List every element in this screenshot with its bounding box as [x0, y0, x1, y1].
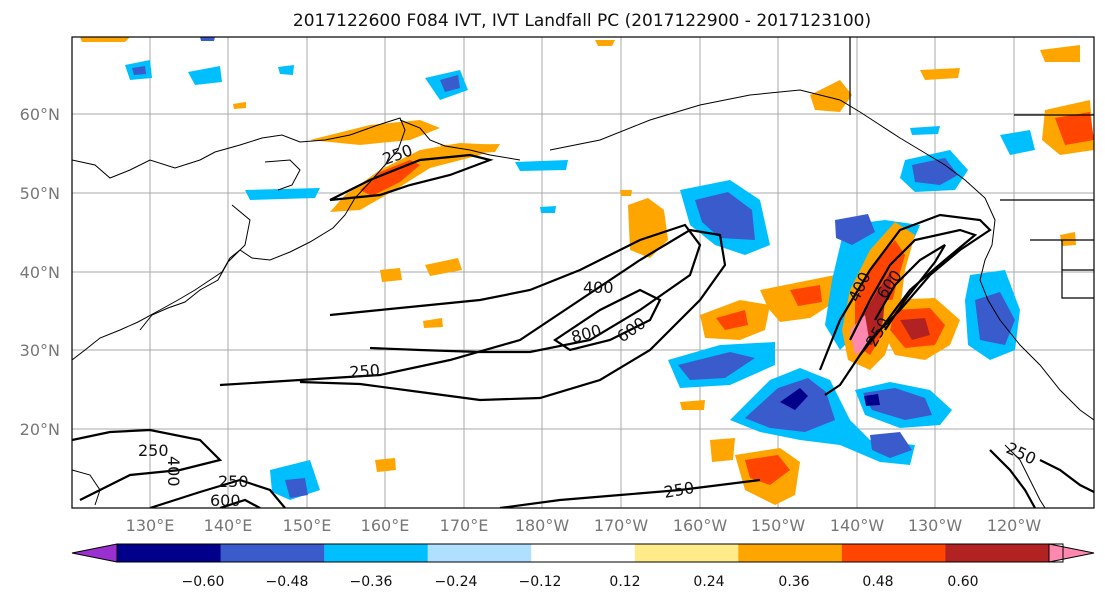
- contour-label: 250: [349, 360, 381, 382]
- colorbar-tick-label: 0.48: [862, 574, 893, 590]
- colorbar-frame: [116, 543, 1064, 563]
- lon-label: 150°W: [751, 516, 806, 535]
- lon-label: 130°E: [126, 516, 175, 535]
- contour-label: 250: [218, 472, 249, 491]
- lon-label: 170°W: [594, 516, 649, 535]
- lat-label: 40°N: [20, 263, 60, 282]
- map-area: [72, 37, 1094, 508]
- colorbar-segment: [427, 544, 532, 562]
- colorbar-tick-label: 0.24: [693, 574, 724, 590]
- lon-label: 140°E: [204, 516, 253, 535]
- colorbar-segment: [531, 544, 636, 562]
- lon-label: 140°W: [830, 516, 885, 535]
- map-frame: [71, 36, 1095, 509]
- colorbar-tick-label: 0.12: [609, 574, 640, 590]
- lon-label: 170°E: [440, 516, 489, 535]
- lat-label: 60°N: [20, 105, 60, 124]
- colorbar-segment: [220, 544, 325, 562]
- colorbar-tick-labels: −0.60 −0.48 −0.36 −0.24 −0.12 0.12 0.24 …: [182, 574, 979, 590]
- ivt-contours: [72, 153, 1094, 508]
- lat-label: 30°N: [20, 341, 60, 360]
- latitude-labels: 60°N 50°N 40°N 30°N 20°N: [20, 105, 60, 439]
- colorbar-segment: [117, 544, 222, 562]
- lon-label: 160°W: [673, 516, 728, 535]
- colorbar-tick-label: 0.60: [947, 574, 978, 590]
- lon-label: 130°W: [908, 516, 963, 535]
- coastlines: [72, 89, 1094, 508]
- colorbar: −0.60 −0.48 −0.36 −0.24 −0.12 0.12 0.24 …: [71, 543, 1095, 590]
- colorbar-segment: [738, 544, 843, 562]
- colorbar-tick-label: −0.60: [182, 574, 225, 590]
- lat-label: 20°N: [20, 420, 60, 439]
- longitude-labels: 130°E 140°E 150°E 160°E 170°E 180°W 170°…: [126, 516, 1042, 535]
- political-borders: [849, 37, 1094, 299]
- colorbar-segment: [634, 544, 739, 562]
- contour-label: 400: [583, 278, 614, 297]
- colorbar-tick-label: −0.24: [435, 574, 478, 590]
- lon-label: 120°W: [987, 516, 1042, 535]
- colorbar-tick-label: 0.36: [778, 574, 809, 590]
- lon-label: 160°E: [361, 516, 410, 535]
- contour-label: 400: [164, 456, 183, 487]
- map-title: 2017122600 F084 IVT, IVT Landfall PC (20…: [293, 11, 871, 31]
- colorbar-segment: [841, 544, 946, 562]
- lon-label: 180°W: [515, 516, 570, 535]
- colorbar-extend-max: [1048, 543, 1095, 563]
- colorbar-segment: [324, 544, 429, 562]
- contour-label: 600: [210, 491, 241, 510]
- colorbar-segment: [945, 544, 1050, 562]
- colorbar-tick-label: −0.36: [350, 574, 393, 590]
- colorbar-tick-label: −0.48: [266, 574, 309, 590]
- contour-label: 250: [138, 441, 169, 460]
- colorbar-segments: [71, 543, 1095, 563]
- lon-label: 150°E: [283, 516, 332, 535]
- colorbar-tick-label: −0.12: [519, 574, 562, 590]
- colorbar-extend-min: [71, 543, 118, 563]
- lat-label: 50°N: [20, 184, 60, 203]
